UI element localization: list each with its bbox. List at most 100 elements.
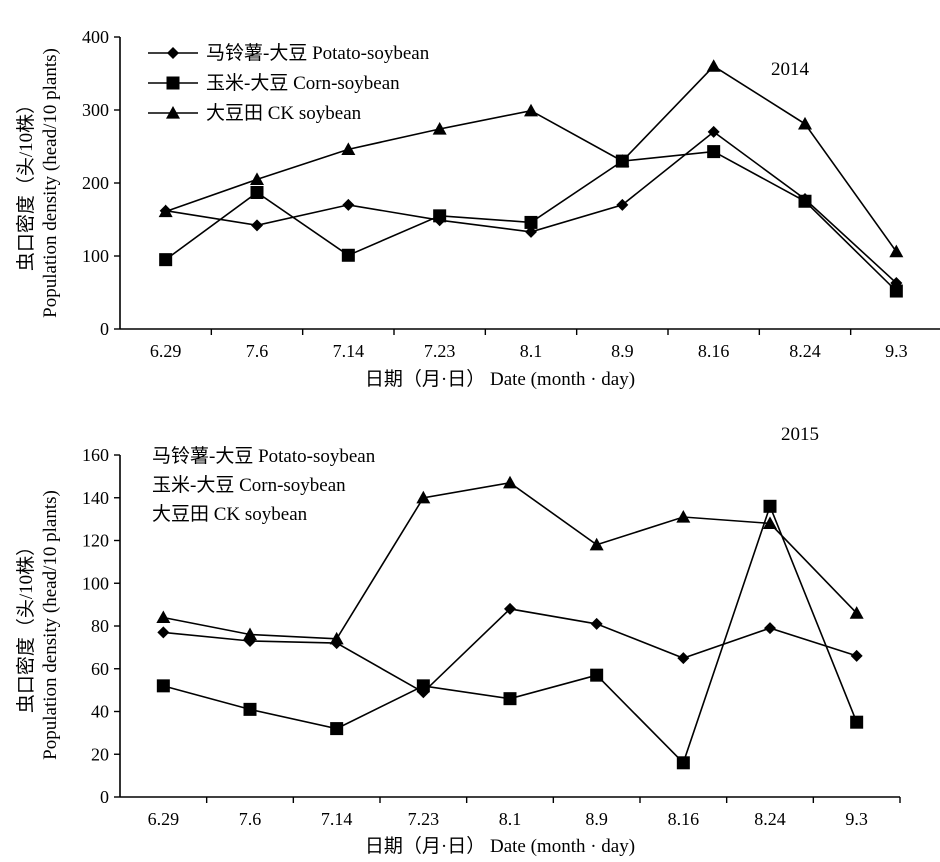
data-point-triangle xyxy=(329,631,344,645)
data-point-triangle xyxy=(341,142,356,156)
legend-label: 马铃薯-大豆 Potato-soybean xyxy=(206,42,430,64)
y-tick-label: 40 xyxy=(91,702,109,722)
y-tick-label: 140 xyxy=(82,488,109,508)
x-tick-label: 8.9 xyxy=(585,809,608,829)
data-point-triangle xyxy=(589,537,604,551)
data-point-triangle xyxy=(250,172,264,185)
y-tick-label: 100 xyxy=(82,573,109,593)
x-axis-title: 日期（月·日） Date (month · day) xyxy=(365,835,635,857)
data-point-triangle xyxy=(615,154,630,167)
data-point-diamond xyxy=(677,652,690,665)
data-point-square xyxy=(330,722,344,736)
x-tick-label: 8.24 xyxy=(789,341,821,361)
x-tick-label: 8.1 xyxy=(499,809,522,829)
x-tick-label: 6.29 xyxy=(148,809,180,829)
data-point-square xyxy=(763,499,777,513)
y-tick-label: 300 xyxy=(82,100,109,120)
legend: 马铃薯-大豆 Potato-soybean 玉米-大豆 Corn-soybean 大… xyxy=(152,445,376,525)
data-point-square xyxy=(156,679,170,693)
y-axis-title: 虫口密度（头/10株） Population density (head/10 … xyxy=(15,490,61,760)
data-point-square xyxy=(889,284,903,298)
data-point-triangle xyxy=(432,121,447,135)
x-tick-label: 7.6 xyxy=(246,341,269,361)
data-point-square xyxy=(159,253,173,267)
data-point-triangle xyxy=(706,59,721,72)
x-tick-label: 7.14 xyxy=(333,341,365,361)
data-point-diamond xyxy=(764,622,776,635)
series-line-diamond xyxy=(163,608,857,694)
y-tick-label: 400 xyxy=(82,27,109,47)
data-point-triangle xyxy=(503,475,517,489)
x-tick-label: 7.23 xyxy=(424,341,456,361)
data-point-triangle xyxy=(849,606,864,619)
year-label: 2014 xyxy=(771,59,810,80)
x-tick-label: 7.14 xyxy=(321,809,353,829)
legend-marker-square xyxy=(166,76,180,90)
data-point-square xyxy=(250,185,264,199)
legend-marker-triangle xyxy=(166,106,180,119)
x-tick-label: 8.9 xyxy=(611,341,634,361)
data-point-square xyxy=(341,248,355,262)
legend-label: 大豆田 CK soybean xyxy=(206,102,362,124)
data-point-square xyxy=(676,756,690,770)
data-point-triangle xyxy=(676,509,691,523)
data-point-square xyxy=(433,209,447,223)
data-point-triangle xyxy=(416,490,431,504)
data-point-triangle xyxy=(763,516,777,529)
x-tick-label: 9.3 xyxy=(885,341,908,361)
x-tick-label: 8.24 xyxy=(754,809,786,829)
year-label: 2015 xyxy=(781,424,819,445)
x-tick-label: 8.16 xyxy=(668,809,700,829)
data-point-diamond xyxy=(342,198,355,211)
legend-label: 大豆田 CK soybean xyxy=(152,503,308,525)
y-axis-title-en: Population density (head/10 plants) xyxy=(40,490,61,760)
data-point-triangle xyxy=(243,627,257,641)
data-point-square xyxy=(243,702,257,716)
x-tick-label: 9.3 xyxy=(845,809,868,829)
data-point-triangle xyxy=(889,244,904,258)
y-axis-title-en: Population density (head/10 plants) xyxy=(40,48,61,318)
data-point-diamond xyxy=(251,219,263,232)
y-tick-label: 120 xyxy=(82,531,109,551)
data-point-triangle xyxy=(798,116,812,130)
x-axis-title: 日期（月·日） Date (month · day) xyxy=(365,368,635,390)
data-point-square xyxy=(798,194,812,208)
legend-label: 马铃薯-大豆 Potato-soybean xyxy=(152,445,376,467)
chart-2015: 虫口密度（头/10株） Population density (head/10 … xyxy=(15,424,901,857)
data-point-square xyxy=(850,715,864,729)
data-point-diamond xyxy=(707,125,720,138)
y-tick-label: 0 xyxy=(100,319,109,339)
y-axis-title-cn: 虫口密度（头/10株） xyxy=(15,537,37,713)
x-tick-label: 8.1 xyxy=(520,341,543,361)
series-line-diamond xyxy=(165,130,897,284)
data-point-square xyxy=(590,668,604,682)
y-tick-label: 100 xyxy=(82,246,109,266)
data-point-square xyxy=(707,145,721,159)
y-axis-title-cn: 虫口密度（头/10株） xyxy=(15,95,37,271)
data-point-diamond xyxy=(590,617,603,630)
y-tick-label: 60 xyxy=(91,659,109,679)
legend-label: 玉米-大豆 Corn-soybean xyxy=(206,72,400,94)
data-point-diamond xyxy=(504,602,516,615)
chart-2014: 虫口密度（头/10株） Population density (head/10 … xyxy=(15,27,940,390)
data-point-square xyxy=(524,215,538,229)
legend-label: 玉米-大豆 Corn-soybean xyxy=(152,474,346,496)
data-point-triangle xyxy=(156,610,171,624)
y-tick-label: 20 xyxy=(91,744,109,764)
data-point-triangle xyxy=(524,103,538,117)
data-point-diamond xyxy=(850,649,863,662)
x-tick-label: 7.6 xyxy=(239,809,262,829)
data-point-square xyxy=(503,692,517,706)
y-tick-label: 160 xyxy=(82,445,109,465)
x-tick-label: 7.23 xyxy=(408,809,440,829)
data-point-triangle xyxy=(158,204,173,218)
legend-marker-diamond xyxy=(167,47,179,59)
data-point-square xyxy=(416,679,430,693)
y-tick-label: 200 xyxy=(82,173,109,193)
y-axis-title: 虫口密度（头/10株） Population density (head/10 … xyxy=(15,48,61,318)
data-point-diamond xyxy=(616,198,629,211)
plot-area: 0 20 40 60 80 100 120 140 160 6.29 7.6 7.14 7.23 8.1 8… xyxy=(82,445,901,829)
x-tick-label: 8.16 xyxy=(698,341,730,361)
y-tick-label: 0 xyxy=(100,787,109,807)
